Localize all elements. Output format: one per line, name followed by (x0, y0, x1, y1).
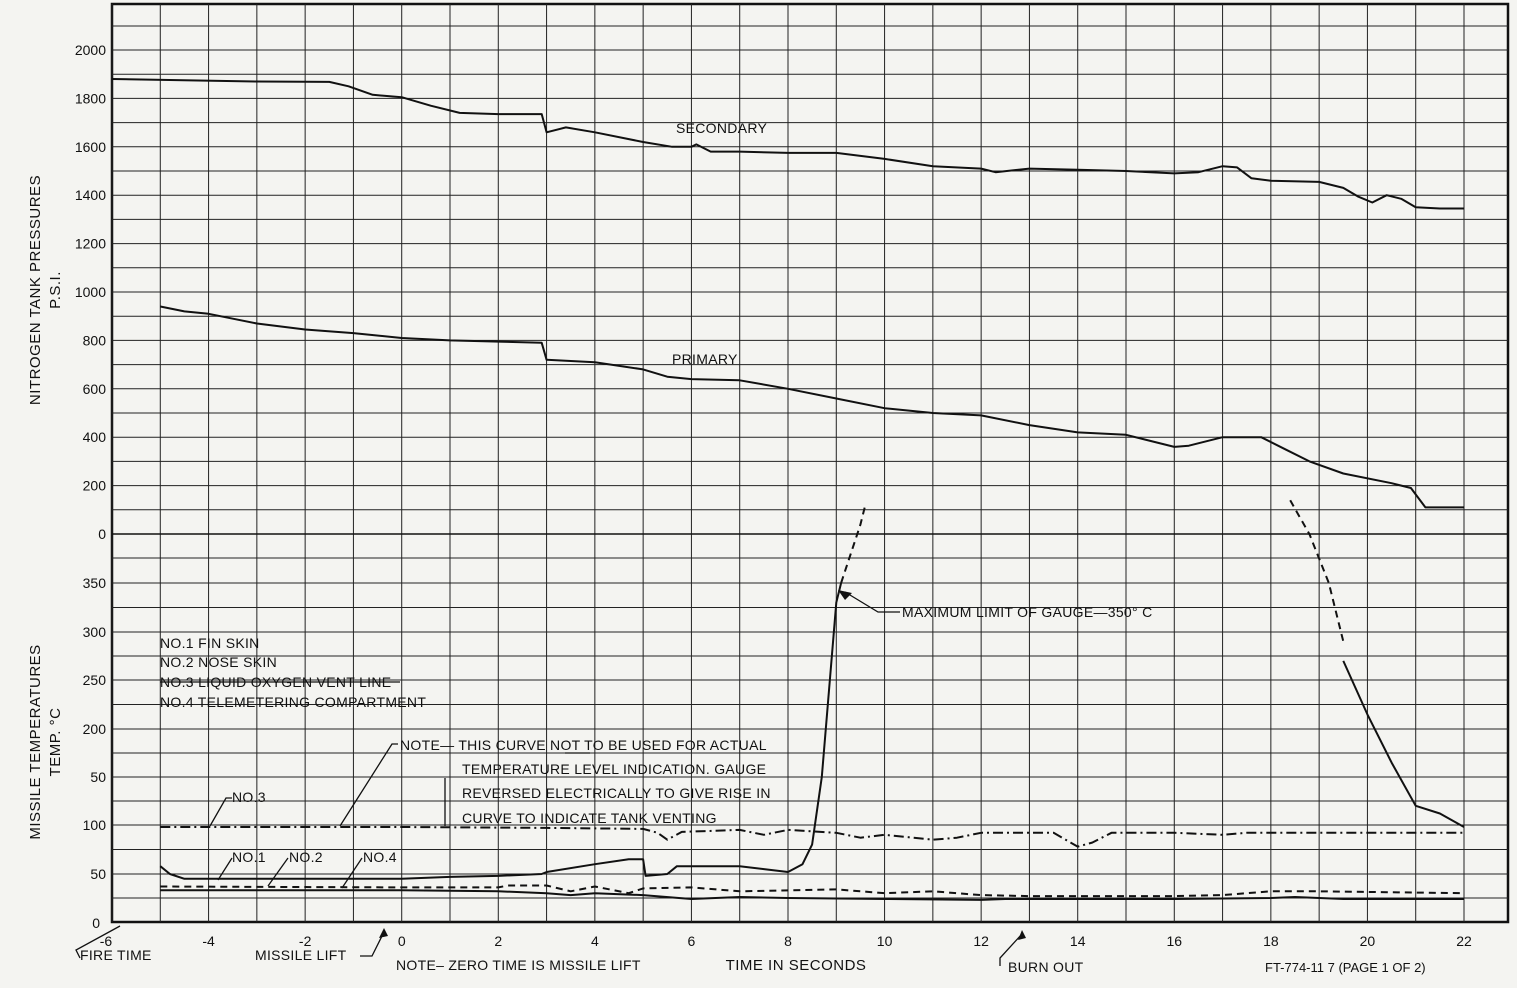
pressure-tick-label: 1200 (75, 236, 106, 252)
temperature-tick-label: 50 (90, 769, 106, 785)
plot-frame (110, 2, 1510, 924)
pressure-tick-label: 1800 (75, 90, 106, 106)
x-axis-title: TIME IN SECONDS (726, 957, 867, 974)
note-line: NOTE— THIS CURVE NOT TO BE USED FOR ACTU… (400, 737, 767, 753)
missile-lift-leader (360, 931, 385, 957)
no2-series-label: NO.2 (289, 849, 323, 865)
temperature-tick-label: 50 (90, 866, 106, 882)
pressure-axis-unit: P.S.I. (47, 271, 64, 309)
pressure-tick-label: 400 (83, 429, 107, 445)
no4-leader (341, 857, 363, 889)
pressure-tick-label: 1000 (75, 284, 106, 300)
no3-leader (209, 797, 232, 827)
chart-series (111, 78, 1465, 901)
temperature-series-line (1342, 660, 1465, 828)
note-line: REVERSED ELECTRICALLY TO GIVE RISE IN (462, 785, 771, 801)
no4-series-label: NO.4 (363, 849, 397, 865)
gauge-limit-leader (844, 591, 900, 613)
note-leader (339, 743, 398, 827)
temperature-series-line (159, 582, 843, 880)
no3-series-label: NO.3 (232, 789, 266, 805)
primary-series-label: PRIMARY (672, 351, 738, 367)
fire-time-leader (75, 925, 121, 959)
temperature-series-line (840, 504, 867, 584)
no1-series-label: NO.1 (232, 849, 266, 865)
note-line: TEMPERATURE LEVEL INDICATION. GAUGE (462, 761, 766, 777)
x-tick-label: -6 (100, 933, 113, 949)
gauge-limit-label: MAXIMUM LIMIT OF GAUGE—350° C (902, 604, 1153, 620)
annotation-leaders (75, 590, 1026, 966)
no2-leader (267, 857, 289, 887)
venting-note: NOTE— THIS CURVE NOT TO BE USED FOR ACTU… (400, 737, 771, 826)
x-tick-label: 22 (1456, 933, 1472, 949)
missile-lift-arrow-icon (379, 928, 388, 938)
temperature-tick-label: 250 (83, 672, 107, 688)
temperature-series-line (160, 884, 1465, 898)
x-tick-label: 20 (1360, 933, 1376, 949)
pressure-axis-title: NITROGEN TANK PRESSURES (27, 175, 44, 405)
temperature-tick-label: 300 (83, 624, 107, 640)
note-line: CURVE TO INDICATE TANK VENTING (462, 810, 717, 826)
x-tick-label: 4 (591, 933, 599, 949)
pressure-tick-label: 2000 (75, 42, 106, 58)
x-tick-label: -4 (202, 933, 215, 949)
temperature-series-line (1289, 499, 1345, 642)
chart-grid (110, 2, 1510, 924)
secondary-series-label: SECONDARY (676, 120, 767, 136)
pressure-tick-label: 800 (83, 332, 107, 348)
legend: NO.1 FIN SKIN NO.2 NOSE SKIN NO.3 LIQUID… (160, 635, 426, 710)
x-tick-label: 2 (494, 933, 502, 949)
legend-entry: NO.2 NOSE SKIN (160, 654, 277, 670)
pressure-tick-label: 600 (83, 381, 107, 397)
temperature-series-line (160, 889, 1464, 901)
gauge-limit-arrow-icon (838, 590, 852, 600)
temperature-tick-label: 350 (83, 575, 107, 591)
x-tick-label: 10 (877, 933, 893, 949)
burn-out-label: BURN OUT (1008, 959, 1084, 975)
x-tick-label: 6 (688, 933, 696, 949)
pressure-tick-label: 1600 (75, 139, 106, 155)
tick-labels: -6 -4 -2 0 2 4 6 8 10 12 14 16 18 20 22 0 200 400 600 800 10… (75, 42, 1472, 949)
pressure-series-line (111, 78, 1464, 210)
pressure-tick-label: 1400 (75, 187, 106, 203)
x-tick-label: 8 (784, 933, 792, 949)
x-tick-label: 16 (1166, 933, 1182, 949)
temperature-axis-unit: TEMP. °C (47, 708, 64, 777)
fire-time-label: FIRE TIME (80, 947, 152, 963)
burn-out-arrow-icon (1018, 930, 1026, 940)
temperature-series-line (160, 826, 1464, 848)
legend-entry: NO.1 FIN SKIN (160, 635, 260, 651)
x-tick-label: 14 (1070, 933, 1086, 949)
figure-id: FT-774-11 7 (PAGE 1 OF 2) (1265, 960, 1426, 975)
x-tick-label: 18 (1263, 933, 1279, 949)
no1-leader (217, 857, 233, 881)
x-tick-label: 12 (973, 933, 989, 949)
temperature-tick-label: 100 (83, 817, 107, 833)
zero-time-note: NOTE– ZERO TIME IS MISSILE LIFT (396, 957, 641, 973)
legend-entry: NO.4 TELEMETERING COMPARTMENT (160, 694, 426, 710)
pressure-tick-label: 200 (83, 478, 107, 494)
legend-entry: NO.3 LIQUID OXYGEN VENT LINE (160, 674, 391, 690)
x-tick-label: 0 (398, 933, 406, 949)
burn-out-leader (999, 933, 1023, 966)
missile-lift-label: MISSILE LIFT (255, 947, 347, 963)
pressure-tick-label: 0 (98, 526, 106, 542)
temperature-tick-label: 200 (83, 721, 107, 737)
x-tick-label: -2 (299, 933, 312, 949)
temperature-tick-label: 0 (92, 915, 100, 931)
temperature-axis-title: MISSILE TEMPERATURES (27, 644, 44, 839)
pressure-series-line (160, 305, 1464, 509)
